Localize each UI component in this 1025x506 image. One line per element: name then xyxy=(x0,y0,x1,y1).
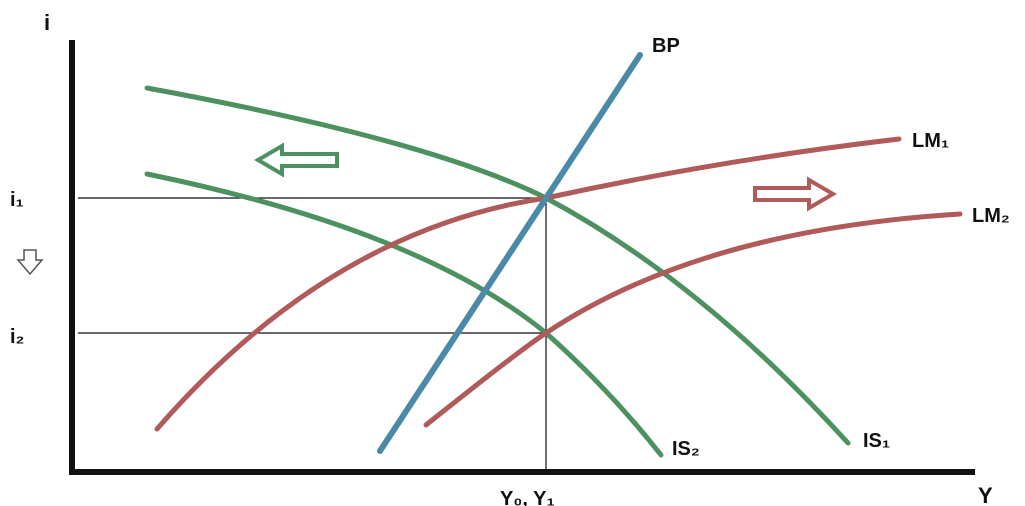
i2-label: i₂ xyxy=(10,326,24,348)
lm1-label: LM₁ xyxy=(912,130,949,152)
lm1-curve xyxy=(154,136,902,432)
is1-curve xyxy=(144,85,851,446)
right-arrow-icon xyxy=(753,176,837,212)
is1-label: IS₁ xyxy=(863,430,890,452)
is2-label: IS₂ xyxy=(672,438,700,460)
down-arrow-icon xyxy=(16,249,44,276)
left-arrow-icon xyxy=(254,142,339,178)
y0-y1-label: Y₀, Y₁ xyxy=(500,488,555,506)
bp-label: BP xyxy=(652,35,680,57)
bp-line xyxy=(377,52,643,454)
lm2-label: LM₂ xyxy=(972,205,1010,227)
y-axis-label: i xyxy=(44,10,50,35)
i1-label: i₁ xyxy=(10,189,24,211)
x-axis-label: Y xyxy=(978,483,993,506)
is2-curve xyxy=(144,171,664,458)
lm2-curve xyxy=(423,211,963,428)
